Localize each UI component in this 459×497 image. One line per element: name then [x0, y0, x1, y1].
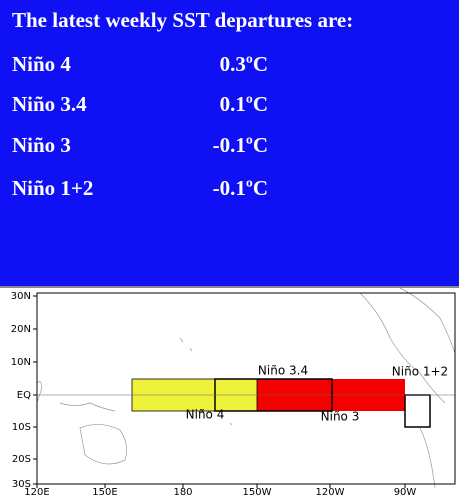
y-tick-label: 30N: [11, 291, 31, 302]
region-value: 0.1ºC: [219, 92, 268, 116]
x-tick-label: 150W: [243, 487, 272, 497]
box-label: Niño 3: [321, 410, 360, 424]
region-name: Niño 4: [12, 52, 71, 76]
slide-panel: The latest weekly SST departures are: Ni…: [0, 0, 459, 288]
box-label: Niño 4: [186, 408, 225, 422]
x-tick-label: 150E: [92, 487, 117, 497]
x-tick-label: 180: [173, 487, 192, 497]
region-value: 0.3ºC: [219, 52, 268, 76]
region-name: Niño 1+2: [12, 176, 94, 200]
x-tick-label: 120W: [316, 487, 345, 497]
box-label: Niño 3.4: [258, 364, 308, 378]
region-value: -0.1ºC: [212, 133, 268, 157]
y-tick-label: 10N: [11, 357, 31, 368]
y-tick-label: 10S: [12, 422, 31, 433]
coastlines: [36, 288, 456, 489]
region-name: Niño 3: [12, 133, 71, 157]
y-tick-label: 20N: [11, 324, 31, 335]
x-tick-label: 90W: [394, 487, 417, 497]
box-label: Niño 1+2: [392, 365, 448, 379]
title: The latest weekly SST departures are:: [12, 8, 354, 32]
y-tick-label: 30S: [12, 479, 31, 490]
region-value: -0.1ºC: [212, 176, 268, 200]
map-frame: [36, 292, 456, 485]
region-name: Niño 3.4: [12, 92, 87, 116]
y-tick-label: EQ: [17, 390, 31, 401]
y-tick-label: 20S: [12, 454, 31, 465]
x-tick-label: 120E: [24, 487, 49, 497]
